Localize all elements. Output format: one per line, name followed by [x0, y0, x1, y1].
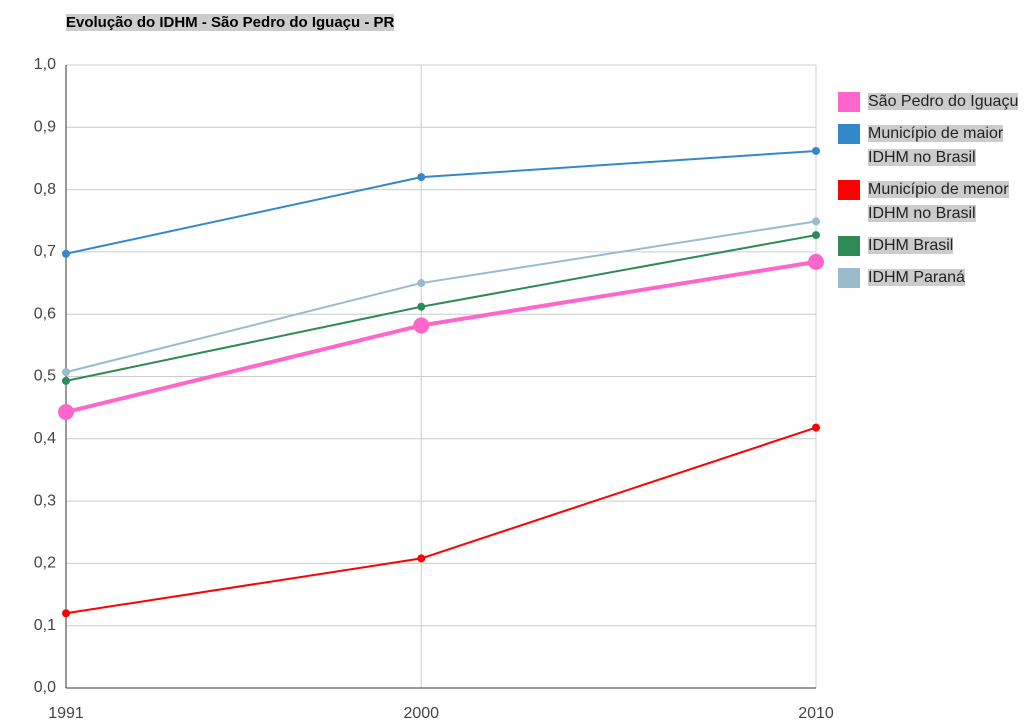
series-line — [65, 426, 817, 615]
legend-label: IDHM Brasil — [868, 237, 954, 254]
chart-title: Evolução do IDHM - São Pedro do Iguaçu -… — [66, 14, 395, 31]
data-point — [808, 253, 824, 270]
title-text: Evolução do IDHM - São Pedro do Iguaçu -… — [66, 14, 395, 31]
legend-label: São Pedro do Iguaçu — [868, 93, 1019, 110]
series-line — [65, 220, 817, 374]
data-point — [417, 279, 426, 288]
data-point — [62, 249, 70, 258]
y-tick-label: 0,6 — [34, 305, 56, 322]
y-tick-label: 0,2 — [34, 555, 56, 572]
legend-swatch — [838, 268, 860, 288]
legend-item: São Pedro do Iguaçu — [838, 90, 1028, 114]
legend-swatch — [838, 180, 860, 200]
data-point — [812, 146, 820, 155]
y-tick-label: 0,7 — [34, 243, 56, 260]
x-tick-label: 2010 — [798, 705, 834, 722]
legend-label-box: Município de maior IDHM no Brasil — [868, 122, 1028, 170]
legend-label: IDHM Paraná — [868, 269, 965, 286]
y-tick-label: 0,5 — [34, 368, 56, 385]
legend-swatch — [838, 124, 860, 144]
data-point — [812, 231, 820, 240]
y-tick-label: 0,8 — [34, 181, 56, 198]
y-tick-label: 0,9 — [34, 119, 56, 136]
legend-item: IDHM Paraná — [838, 266, 1028, 290]
legend-label-box: São Pedro do Iguaçu — [868, 90, 1028, 114]
data-point — [812, 423, 820, 432]
y-tick-label: 0,4 — [34, 430, 56, 447]
data-point — [62, 609, 70, 618]
legend-item: IDHM Brasil — [838, 234, 1028, 258]
legend-swatch — [838, 92, 860, 112]
data-point — [58, 404, 74, 421]
data-point — [812, 217, 820, 226]
legend-item: Município de menor IDHM no Brasil — [838, 178, 1028, 226]
data-point — [413, 317, 430, 334]
data-point — [417, 173, 426, 182]
y-tick-label: 0,1 — [34, 617, 56, 634]
series-line — [65, 234, 817, 382]
data-point — [417, 302, 426, 311]
legend-label-box: Município de menor IDHM no Brasil — [868, 178, 1028, 226]
y-tick-label: 1,0 — [34, 56, 56, 73]
legend: São Pedro do Iguaçu Município de maior ID… — [838, 90, 1028, 298]
data-point — [417, 554, 426, 563]
data-point — [62, 368, 70, 377]
data-point — [62, 376, 70, 385]
legend-label: Município de maior IDHM no Brasil — [868, 125, 1004, 166]
legend-swatch — [838, 236, 860, 256]
x-tick-label: 1991 — [48, 705, 84, 722]
legend-label: Município de menor IDHM no Brasil — [868, 181, 1009, 222]
legend-item: Município de maior IDHM no Brasil — [838, 122, 1028, 170]
legend-label-box: IDHM Paraná — [868, 266, 1028, 290]
series-line — [65, 259, 817, 414]
y-tick-label: 0,3 — [34, 492, 56, 509]
x-tick-label: 2000 — [403, 705, 439, 722]
legend-label-box: IDHM Brasil — [868, 234, 1028, 258]
y-tick-label: 0,0 — [34, 679, 56, 696]
